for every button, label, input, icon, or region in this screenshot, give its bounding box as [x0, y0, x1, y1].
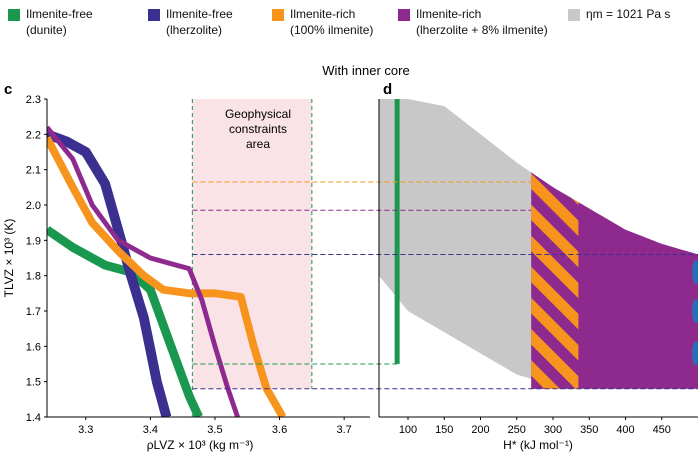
legend-swatch-ilmenite-100	[272, 9, 284, 21]
panel-c-xtick-label: 3.4	[143, 424, 158, 436]
panel-c-ytick-label: 1.6	[26, 341, 41, 353]
legend-label-ilmenite-100-2: (100% ilmenite)	[290, 23, 374, 37]
panel-d-xtick-label: 250	[508, 424, 526, 436]
edge-mark-0	[692, 260, 698, 285]
panel-d-xtick-label: 450	[653, 424, 671, 436]
guide-lines-layer	[192, 181, 698, 390]
legend-label-ilmenite-100-1: Ilmenite-rich	[290, 7, 356, 21]
legend-label-dunite-1: Ilmenite-free	[26, 7, 93, 21]
panel-c-series-layer	[47, 125, 287, 417]
ilmenite-hatched-region	[531, 172, 579, 389]
panel-label-d: d	[383, 81, 392, 98]
panel-c-ytick-label: 1.5	[26, 377, 41, 389]
legend-swatch-lherzolite	[148, 9, 160, 21]
series-ilm100	[47, 136, 287, 417]
legend-label-dunite-2: (dunite)	[26, 23, 67, 37]
panel-c-ytick-label: 1.4	[26, 412, 41, 424]
series-ilm8	[47, 125, 240, 417]
panel-d-axes: 100 150 200 250 300 350 400 450	[378, 99, 698, 436]
panel-c-axes: 1.4 1.5 1.6 1.7 1.8 1.9 2.0 2.1 2.2 2.3 3.3 3.4 3.5 3…	[26, 94, 370, 436]
constraints-label-line-3: area	[246, 137, 270, 151]
constraints-label-line-2: constraints	[229, 122, 287, 136]
legend-label-ilmenite-8-2: (lherzolite + 8% ilmenite)	[416, 23, 548, 37]
panel-c-ytick-label: 2.2	[26, 129, 41, 141]
panel-c-ylabel: TLVZ × 10³ (K)	[2, 219, 16, 298]
panel-d-xtick-label: 200	[471, 424, 489, 436]
panel-d-xtick-label: 100	[399, 424, 417, 436]
panel-c-xtick-label: 3.6	[272, 424, 287, 436]
constraints-label-line-1: Geophysical	[225, 107, 291, 121]
super-title: With inner core	[322, 63, 409, 78]
panel-c-ytick-label: 1.7	[26, 306, 41, 318]
edge-mark-2	[692, 341, 698, 366]
panel-c-ytick-label: 1.9	[26, 235, 41, 247]
panel-d-xtick-label: 150	[435, 424, 453, 436]
panel-c-ytick-label: 2.3	[26, 94, 41, 106]
legend-label-ilmenite-8-1: Ilmenite-rich	[416, 7, 482, 21]
legend-label-viscosity: ηm = 1021 Pa s	[586, 7, 671, 21]
legend-swatch-ilmenite-8	[398, 9, 410, 21]
legend: Ilmenite-free (dunite) Ilmenite-free (lher…	[0, 0, 700, 44]
panel-c-xlabel: ρLVZ × 10³ (kg m⁻³)	[147, 438, 254, 452]
panel-c-ytick-label: 1.8	[26, 271, 41, 283]
panel-d-xtick-label: 300	[544, 424, 562, 436]
panel-d-xtick-label: 400	[616, 424, 634, 436]
legend-swatch-dunite	[8, 9, 20, 21]
panel-c-xtick-label: 3.5	[207, 424, 222, 436]
panel-c-xtick-label: 3.7	[337, 424, 352, 436]
edge-mark-1	[692, 299, 698, 323]
panel-c-xtick-label: 3.3	[78, 424, 93, 436]
panel-d-xlabel: H* (kJ mol⁻¹)	[503, 438, 573, 452]
panel-c-ytick-label: 2.0	[26, 200, 41, 212]
legend-swatch-viscosity	[568, 9, 580, 21]
panel-d-content-layer	[379, 99, 698, 389]
series-dunite	[47, 226, 203, 417]
panel-d-xtick-label: 350	[580, 424, 598, 436]
legend-label-lherzolite-2: (lherzolite)	[166, 23, 223, 37]
panel-c-ytick-label: 2.1	[26, 165, 41, 177]
legend-label-lherzolite-1: Ilmenite-free	[166, 7, 233, 21]
panel-label-c: c	[4, 81, 12, 98]
